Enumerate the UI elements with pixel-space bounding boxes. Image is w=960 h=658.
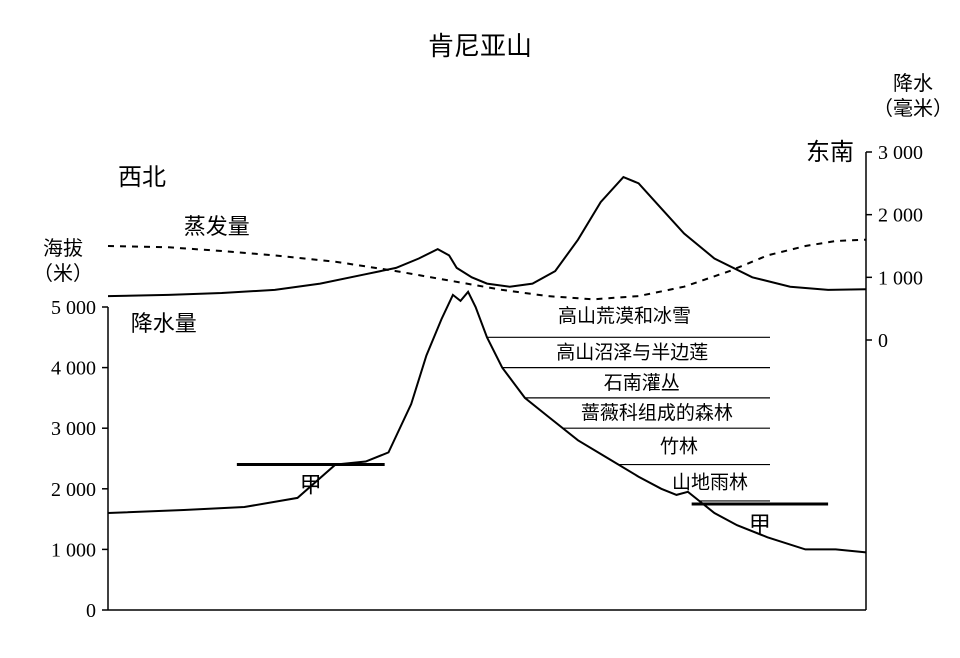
chart-container: 肯尼亚山降水（毫米） 海拔（米） 西北 东南 0 1 000 2 000 3 000 4 000… bbox=[0, 0, 960, 658]
right-tick-label: 1 000 bbox=[878, 267, 923, 289]
left-axis-label-1: 海拔 bbox=[43, 237, 83, 260]
left-tick-label: 5 000 bbox=[51, 297, 96, 319]
direction-se: 东南 bbox=[806, 139, 854, 166]
zone-label: 蔷薇科组成的森林 bbox=[581, 402, 733, 424]
right-tick-label: 2 000 bbox=[878, 205, 923, 227]
right-axis-label-2: （毫米） bbox=[873, 97, 953, 120]
left-tick-label: 3 000 bbox=[51, 418, 96, 440]
zone-label: 石南灌丛 bbox=[604, 372, 680, 394]
left-tick-label: 0 bbox=[86, 600, 96, 622]
right-tick-label: 3 000 bbox=[878, 142, 923, 164]
chart-title: 肯尼亚山 bbox=[428, 32, 532, 61]
jia-label-left: 甲 bbox=[300, 473, 322, 498]
left-tick-label: 2 000 bbox=[51, 479, 96, 501]
zone-label: 高山荒漠和冰雪 bbox=[558, 305, 691, 327]
jia-label-right: 甲 bbox=[749, 512, 771, 537]
chart-svg: 肯尼亚山降水（毫米） 海拔（米） 西北 东南 0 1 000 2 000 3 000 4 000… bbox=[0, 0, 960, 658]
zone-label: 高山沼泽与半边莲 bbox=[556, 341, 708, 363]
direction-nw: 西北 bbox=[118, 164, 166, 191]
zone-label: 山地雨林 bbox=[672, 472, 748, 494]
evaporation-curve bbox=[108, 240, 866, 300]
right-axis-label-1: 降水 bbox=[893, 72, 933, 95]
left-tick-label: 4 000 bbox=[51, 358, 96, 380]
left-tick-label: 1 000 bbox=[51, 539, 96, 561]
evaporation-label: 蒸发量 bbox=[184, 214, 250, 239]
left-axis-label-2: （米） bbox=[33, 262, 93, 285]
zone-label: 竹林 bbox=[660, 435, 698, 457]
precipitation-label: 降水量 bbox=[131, 311, 197, 336]
right-tick-label: 0 bbox=[878, 330, 888, 352]
